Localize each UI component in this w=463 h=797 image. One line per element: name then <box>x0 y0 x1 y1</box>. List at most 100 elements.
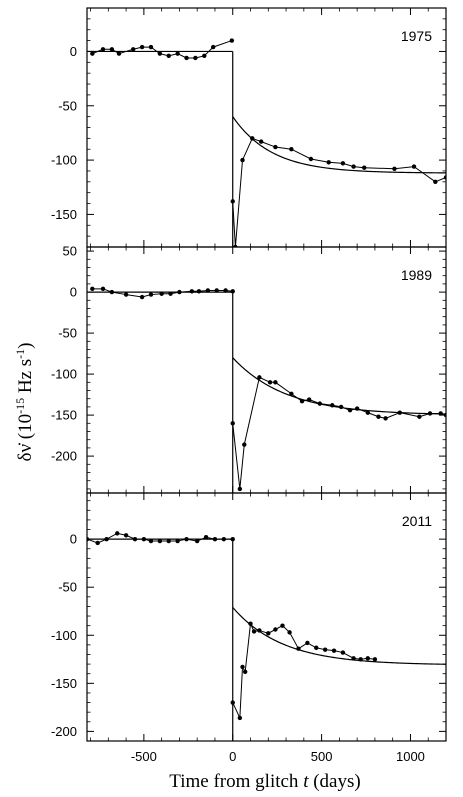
data-point <box>205 288 211 293</box>
y-tick-label: 0 <box>70 532 77 547</box>
data-point <box>141 536 147 542</box>
data-point <box>251 629 257 634</box>
data-point <box>115 531 120 536</box>
y-tick-label: -100 <box>51 153 77 168</box>
data-point <box>193 55 198 61</box>
data-point <box>299 398 305 404</box>
data-point <box>372 657 378 662</box>
data-point <box>90 51 95 56</box>
data-point <box>237 486 243 492</box>
panel-1989: 50 0 -50 -100 -150 -200 1989 <box>51 244 447 494</box>
data-point <box>273 144 278 150</box>
data-point <box>280 623 285 628</box>
data-point <box>308 156 314 162</box>
panel-frame <box>86 246 447 494</box>
plot-area <box>87 531 446 741</box>
data-point <box>203 535 209 540</box>
x-tick-label: 1000 <box>396 749 425 764</box>
data-point <box>314 645 319 650</box>
data-point <box>90 286 95 292</box>
data-point <box>202 53 207 58</box>
data-point <box>148 292 154 297</box>
data-point <box>296 646 301 651</box>
data-point <box>331 648 337 653</box>
data-point <box>338 404 344 410</box>
data-point <box>273 380 278 385</box>
data-point <box>95 540 100 546</box>
data-point <box>242 669 248 674</box>
data-point <box>230 700 235 705</box>
data-point <box>365 656 371 661</box>
data-point <box>397 410 402 415</box>
x-axis-title: Time from glitch t (days) <box>169 771 360 792</box>
data-point <box>257 628 262 633</box>
data-point <box>417 414 422 419</box>
data-point <box>438 411 443 416</box>
data-point <box>273 627 278 632</box>
data-point <box>189 289 195 294</box>
data-point <box>351 164 356 169</box>
y-tick-label: 0 <box>70 44 77 59</box>
data-point <box>317 401 323 406</box>
data-point <box>132 536 138 542</box>
data-point <box>104 536 109 542</box>
panel-1975: 0 -50 -100 -150 1975 <box>51 7 447 248</box>
data-point <box>148 538 154 544</box>
data-point <box>330 403 335 408</box>
data-point <box>196 289 202 294</box>
y-axis-title: δν̇ (10-15 Hz s-1) <box>13 342 36 461</box>
data-point <box>433 179 438 185</box>
panel-year-label: 1975 <box>401 28 432 44</box>
data-point <box>376 414 381 419</box>
data-point <box>230 536 235 542</box>
data-point <box>168 291 173 296</box>
data-point <box>326 160 331 165</box>
data-point <box>443 412 446 418</box>
data-point <box>221 536 227 542</box>
data-point <box>87 536 90 542</box>
y-tick-label: -200 <box>51 449 77 464</box>
panel-year-label: 2011 <box>402 513 432 529</box>
data-point <box>383 416 388 421</box>
post-glitch-data-line <box>232 621 375 719</box>
data-point <box>351 656 356 661</box>
data-point <box>159 291 164 296</box>
data-point <box>223 288 228 293</box>
data-point <box>362 165 367 170</box>
y-tick-label: -50 <box>58 326 77 341</box>
data-point <box>212 536 218 542</box>
plot-area <box>87 286 446 493</box>
data-point <box>411 164 417 169</box>
data-point <box>194 538 200 544</box>
data-point <box>267 380 273 385</box>
post-glitch-data-line <box>232 137 446 247</box>
data-point <box>443 175 446 180</box>
data-point <box>266 631 271 636</box>
y-tick-label: -100 <box>51 628 77 643</box>
data-point <box>210 44 216 50</box>
panel-2011: 0 -50 -100 -150 -200 2011 <box>51 492 447 742</box>
data-point <box>166 53 171 58</box>
x-tick-label: 0 <box>229 749 236 764</box>
data-point <box>230 289 235 294</box>
y-tick-label: 0 <box>70 285 77 300</box>
data-point <box>347 407 353 413</box>
y-tick-label: -100 <box>51 367 77 382</box>
y-tick-label: -50 <box>58 580 77 595</box>
y-tick-label: 50 <box>63 244 77 259</box>
data-point <box>358 657 363 662</box>
y-tick-label: -150 <box>51 676 77 691</box>
panels-group: 0 -50 -100 -150 1975 50 0 -50 -100 -150 -200 1989 0 -… <box>51 7 447 742</box>
data-point <box>427 411 433 416</box>
data-point <box>365 410 371 415</box>
post-glitch-fit-curve <box>232 606 446 665</box>
y-tick-label: -150 <box>51 207 77 222</box>
data-point <box>157 51 163 56</box>
data-point <box>392 166 397 171</box>
y-tick-label: -200 <box>51 724 77 739</box>
data-point <box>354 406 360 411</box>
post-glitch-fit-curve <box>232 116 446 174</box>
data-point <box>100 47 106 52</box>
data-point <box>229 38 235 43</box>
